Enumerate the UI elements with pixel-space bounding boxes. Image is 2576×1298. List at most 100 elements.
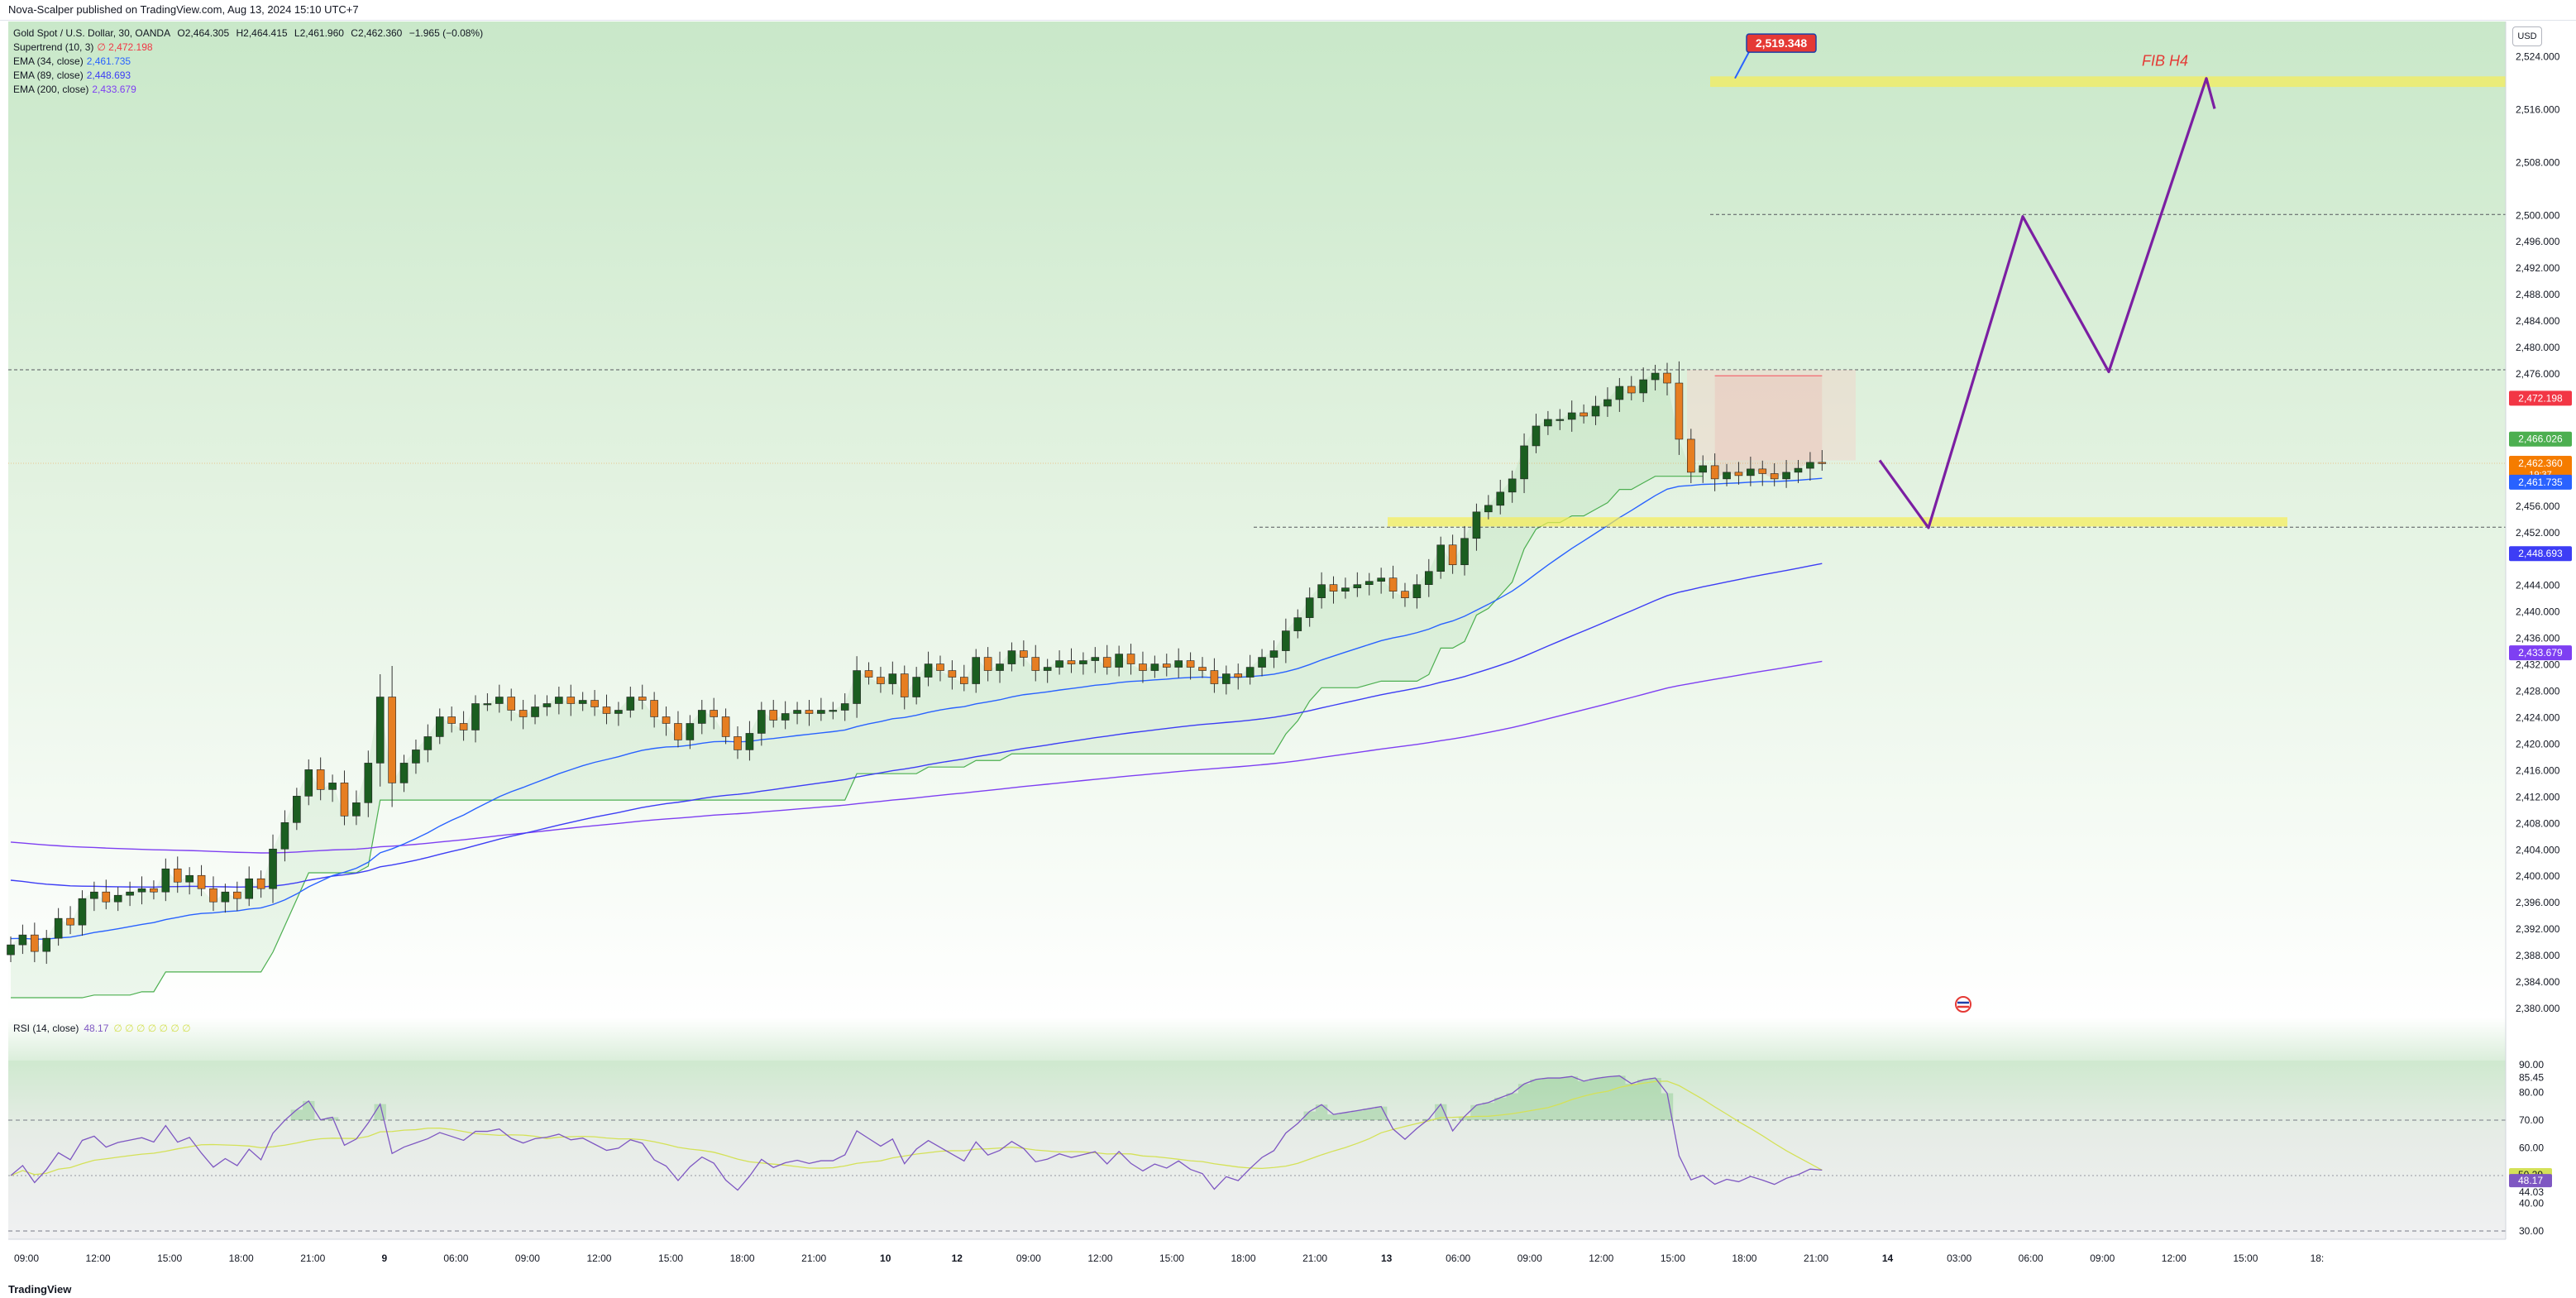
candle[interactable]	[483, 703, 492, 706]
candle[interactable]	[1222, 673, 1231, 684]
candle[interactable]	[1388, 577, 1398, 592]
candle[interactable]	[578, 700, 587, 704]
price-badge[interactable]	[2509, 645, 2572, 661]
candle[interactable]	[150, 888, 158, 893]
candle[interactable]	[1734, 472, 1743, 477]
fib-zone[interactable]	[1710, 76, 2506, 88]
candle[interactable]	[1126, 654, 1135, 664]
candle[interactable]	[1699, 465, 1708, 473]
candle[interactable]	[1794, 467, 1803, 473]
candle[interactable]	[447, 716, 456, 724]
candle[interactable]	[316, 769, 325, 790]
candle[interactable]	[983, 657, 992, 671]
candle[interactable]	[1723, 472, 1731, 480]
candle[interactable]	[1424, 571, 1433, 585]
candle[interactable]	[686, 723, 695, 740]
candle[interactable]	[1603, 399, 1612, 407]
candle[interactable]	[960, 677, 968, 684]
candle[interactable]	[256, 878, 265, 889]
candle[interactable]	[662, 716, 671, 724]
candle[interactable]	[674, 723, 682, 740]
candle[interactable]	[1282, 630, 1290, 651]
candle[interactable]	[638, 697, 647, 701]
legend-ema-200[interactable]: EMA (200, close) 2,433.679	[13, 83, 487, 97]
candle[interactable]	[1710, 465, 1719, 480]
candle[interactable]	[888, 673, 897, 684]
candle[interactable]	[435, 716, 444, 737]
candle[interactable]	[1675, 382, 1684, 440]
candle[interactable]	[650, 700, 658, 717]
target-label-box[interactable]	[1746, 33, 1817, 53]
candle[interactable]	[853, 670, 861, 704]
candle[interactable]	[1758, 468, 1767, 474]
candle[interactable]	[1377, 577, 1385, 582]
candle[interactable]	[280, 822, 289, 850]
candle[interactable]	[1055, 660, 1063, 668]
candle[interactable]	[936, 663, 944, 671]
candle[interactable]	[912, 677, 920, 697]
candle[interactable]	[1102, 657, 1111, 668]
candle[interactable]	[161, 868, 170, 893]
candle[interactable]	[566, 697, 576, 704]
candle[interactable]	[1198, 667, 1207, 671]
candle[interactable]	[758, 710, 766, 734]
candle[interactable]	[1615, 386, 1624, 400]
candle[interactable]	[1627, 386, 1636, 394]
candle[interactable]	[734, 736, 742, 750]
candle[interactable]	[1496, 491, 1505, 506]
candle[interactable]	[1520, 445, 1528, 480]
candle[interactable]	[1532, 425, 1541, 447]
candle[interactable]	[1162, 663, 1171, 668]
candle[interactable]	[1364, 581, 1374, 585]
candle[interactable]	[1747, 468, 1755, 477]
candle[interactable]	[745, 733, 754, 750]
candle[interactable]	[340, 783, 349, 817]
candle[interactable]	[78, 898, 87, 926]
price-badge[interactable]	[2509, 456, 2572, 481]
candle[interactable]	[245, 878, 254, 899]
candle[interactable]	[221, 891, 230, 903]
candle[interactable]	[1544, 419, 1552, 427]
candle[interactable]	[614, 710, 623, 714]
candle[interactable]	[1508, 478, 1517, 493]
candle[interactable]	[877, 677, 885, 684]
candle[interactable]	[507, 697, 516, 711]
candle[interactable]	[375, 697, 385, 764]
candle[interactable]	[1663, 372, 1671, 384]
candle[interactable]	[1043, 667, 1052, 671]
candle[interactable]	[805, 710, 814, 714]
candle[interactable]	[269, 848, 277, 889]
candle[interactable]	[388, 697, 396, 783]
candle[interactable]	[1174, 660, 1183, 668]
rsi-legend[interactable]: RSI (14, close) 48.17 ∅ ∅ ∅ ∅ ∅ ∅ ∅	[13, 1023, 191, 1034]
price-badge[interactable]	[2509, 390, 2572, 406]
candle[interactable]	[1007, 650, 1016, 664]
candle[interactable]	[197, 874, 206, 889]
candle[interactable]	[352, 802, 361, 817]
candle[interactable]	[471, 703, 480, 730]
candle[interactable]	[1341, 587, 1350, 592]
candle[interactable]	[793, 710, 801, 714]
candle[interactable]	[1210, 670, 1219, 684]
projection-path[interactable]	[1878, 77, 2216, 529]
candle[interactable]	[113, 894, 122, 903]
candle[interactable]	[137, 888, 146, 893]
candle[interactable]	[1460, 538, 1469, 566]
candle[interactable]	[829, 710, 838, 712]
candle[interactable]	[304, 769, 313, 797]
candle[interactable]	[1293, 617, 1302, 631]
candle[interactable]	[1412, 584, 1422, 598]
candle[interactable]	[1067, 660, 1076, 664]
candle[interactable]	[1782, 472, 1790, 480]
candle[interactable]	[232, 891, 241, 899]
candle[interactable]	[1091, 657, 1100, 661]
candle[interactable]	[864, 670, 873, 678]
candle[interactable]	[495, 697, 504, 704]
candle[interactable]	[1139, 663, 1147, 671]
candle[interactable]	[1150, 663, 1159, 671]
candle[interactable]	[459, 723, 468, 730]
price-badge[interactable]	[2509, 431, 2572, 447]
candle[interactable]	[1353, 584, 1362, 588]
candle[interactable]	[1258, 657, 1266, 668]
candle[interactable]	[542, 703, 552, 707]
